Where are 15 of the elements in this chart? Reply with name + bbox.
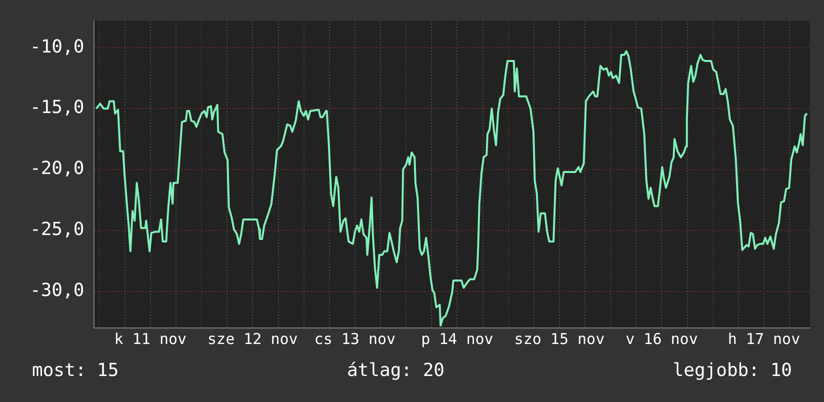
text: legjobb: 10	[672, 360, 792, 381]
x-tick-label: p 14 nov	[421, 330, 494, 348]
x-tick-label: cs 13 nov	[314, 330, 396, 348]
y-tick-label: -25,0	[30, 219, 84, 240]
y-tick-label: -30,0	[30, 280, 84, 302]
x-tick-label: v 16 nov	[626, 330, 698, 348]
x-tick-label: szo 15 nov	[514, 330, 605, 348]
y-tick-label: -10,0	[30, 36, 84, 58]
x-tick-label: k 11 nov	[114, 330, 187, 348]
text: átlag: 20	[346, 360, 445, 381]
x-tick-label: h 17 nov	[728, 330, 800, 348]
y-tick-label: -15,0	[30, 97, 84, 118]
y-tick-label: -20,0	[30, 158, 84, 180]
x-tick-label: sze 12 nov	[208, 330, 298, 348]
text: most: 15	[32, 360, 119, 381]
